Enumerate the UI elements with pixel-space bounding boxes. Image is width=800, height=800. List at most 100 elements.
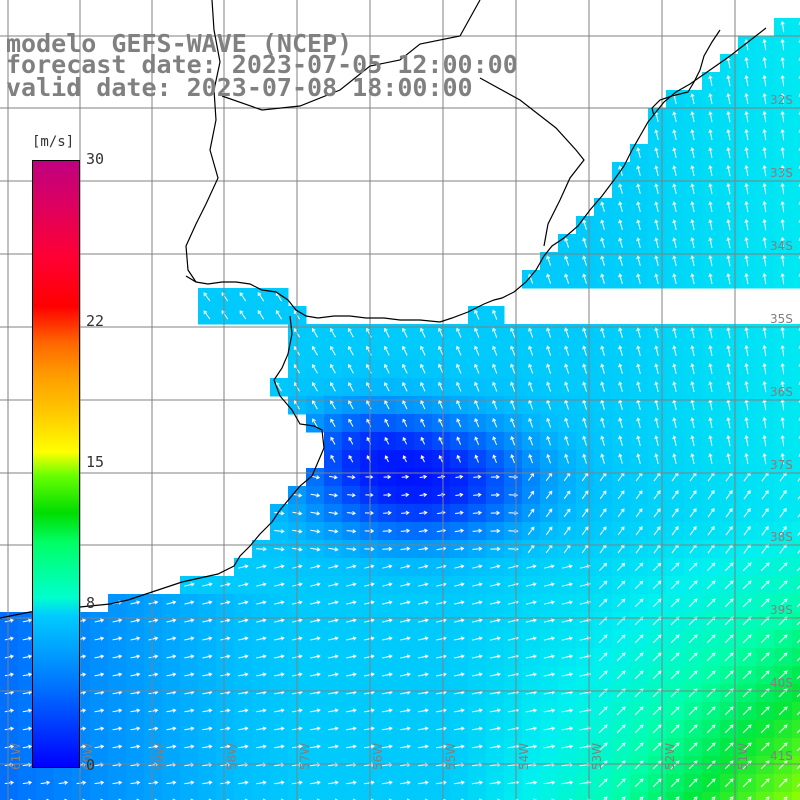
- wind-arrow: [274, 672, 285, 677]
- wind-arrow: [418, 654, 429, 659]
- wind-arrow: [798, 237, 800, 241]
- wind-arrow: [311, 345, 318, 356]
- wind-arrow: [418, 582, 429, 587]
- wind-arrow: [384, 381, 390, 392]
- latitude-label: 35S: [770, 312, 793, 326]
- wind-arrow: [690, 435, 695, 447]
- wind-arrow: [330, 436, 336, 445]
- wind-arrow: [761, 525, 769, 536]
- wind-arrow: [456, 436, 462, 445]
- wind-arrow: [706, 598, 716, 608]
- wind-arrow: [798, 327, 800, 331]
- wind-arrow: [544, 564, 555, 569]
- wind-arrow: [370, 798, 375, 800]
- wind-arrow: [420, 418, 426, 428]
- wind-arrow: [184, 672, 195, 677]
- wind-arrow: [489, 726, 502, 731]
- wind-arrow: [384, 418, 390, 427]
- wind-arrow: [543, 780, 556, 785]
- wind-arrow: [546, 255, 552, 266]
- wind-cell: [576, 792, 595, 800]
- wind-arrow: [672, 255, 677, 267]
- wind-cell: [792, 504, 800, 523]
- wind-arrow: [184, 636, 195, 641]
- wind-arrow: [600, 255, 605, 266]
- wind-arrow: [148, 744, 159, 749]
- wind-arrow: [798, 435, 800, 439]
- longitude-label: 51W: [736, 743, 750, 770]
- wind-arrow: [202, 636, 213, 641]
- wind-arrow: [744, 237, 749, 249]
- wind-arrow: [166, 726, 177, 731]
- longitude-label: 56W: [371, 743, 385, 770]
- wind-arrow: [328, 672, 339, 677]
- wind-arrow: [238, 708, 249, 713]
- wind-arrow: [203, 292, 211, 302]
- wind-arrow: [762, 146, 767, 159]
- wind-cell: [630, 792, 649, 800]
- wind-arrow: [762, 182, 767, 195]
- wind-cell: [666, 792, 685, 800]
- wind-arrow: [478, 798, 483, 800]
- wind-arrow: [652, 706, 662, 716]
- wind-arrow: [490, 564, 501, 569]
- wind-arrow: [382, 528, 393, 534]
- wind-arrow: [473, 474, 482, 479]
- wind-arrow: [689, 526, 697, 536]
- wind-arrow: [760, 778, 770, 788]
- wind-arrow: [329, 475, 338, 480]
- wind-cell: [0, 792, 19, 800]
- wind-arrow: [436, 708, 447, 713]
- wind-arrow: [616, 742, 626, 752]
- wind-arrow: [528, 327, 534, 338]
- wind-arrow: [762, 38, 767, 51]
- wind-arrow: [94, 636, 105, 641]
- wind-arrow: [400, 600, 411, 605]
- latitude-label: 41S: [770, 749, 793, 763]
- wind-arrow: [274, 708, 285, 713]
- wind-arrow: [564, 273, 570, 284]
- wind-arrow: [742, 598, 752, 608]
- wind-arrow: [600, 417, 605, 428]
- wind-arrow: [708, 345, 713, 357]
- wind-arrow: [796, 711, 800, 716]
- wind-arrow: [598, 580, 608, 590]
- wind-arrow: [743, 490, 751, 500]
- wind-arrow: [384, 345, 390, 356]
- wind-arrow: [672, 435, 677, 447]
- wind-arrow: [148, 600, 159, 605]
- wind-arrow: [598, 778, 608, 788]
- wind-arrow: [364, 780, 375, 785]
- wind-arrow: [725, 526, 733, 536]
- wind-cell: [792, 18, 800, 37]
- wind-arrow: [708, 93, 713, 105]
- wind-arrow: [780, 380, 785, 393]
- wind-arrow: [312, 400, 318, 410]
- wind-arrow: [706, 760, 716, 770]
- wind-arrow: [564, 453, 569, 464]
- wind-arrow: [582, 363, 587, 374]
- wind-arrow: [364, 636, 375, 641]
- wind-arrow: [762, 272, 767, 285]
- wind-arrow: [545, 508, 553, 518]
- wind-arrow: [94, 780, 105, 785]
- wind-arrow: [653, 508, 661, 518]
- wind-arrow: [711, 796, 716, 800]
- wind-arrow: [654, 345, 659, 357]
- wind-arrow: [22, 654, 33, 659]
- wind-arrow: [94, 672, 105, 677]
- wind-arrow: [310, 529, 321, 534]
- wind-cell: [306, 792, 325, 800]
- wind-arrow: [762, 416, 767, 429]
- wind-arrow: [780, 254, 785, 267]
- colorbar-tick-label: 15: [86, 453, 105, 471]
- wind-cell: [792, 108, 800, 127]
- wind-arrow: [780, 236, 785, 249]
- wind-arrow: [238, 744, 249, 749]
- wind-arrow: [525, 636, 537, 641]
- wind-arrow: [617, 490, 625, 500]
- wind-arrow: [238, 672, 249, 677]
- wind-cell: [468, 792, 487, 800]
- wind-arrow: [525, 726, 538, 731]
- wind-arrow: [382, 600, 393, 605]
